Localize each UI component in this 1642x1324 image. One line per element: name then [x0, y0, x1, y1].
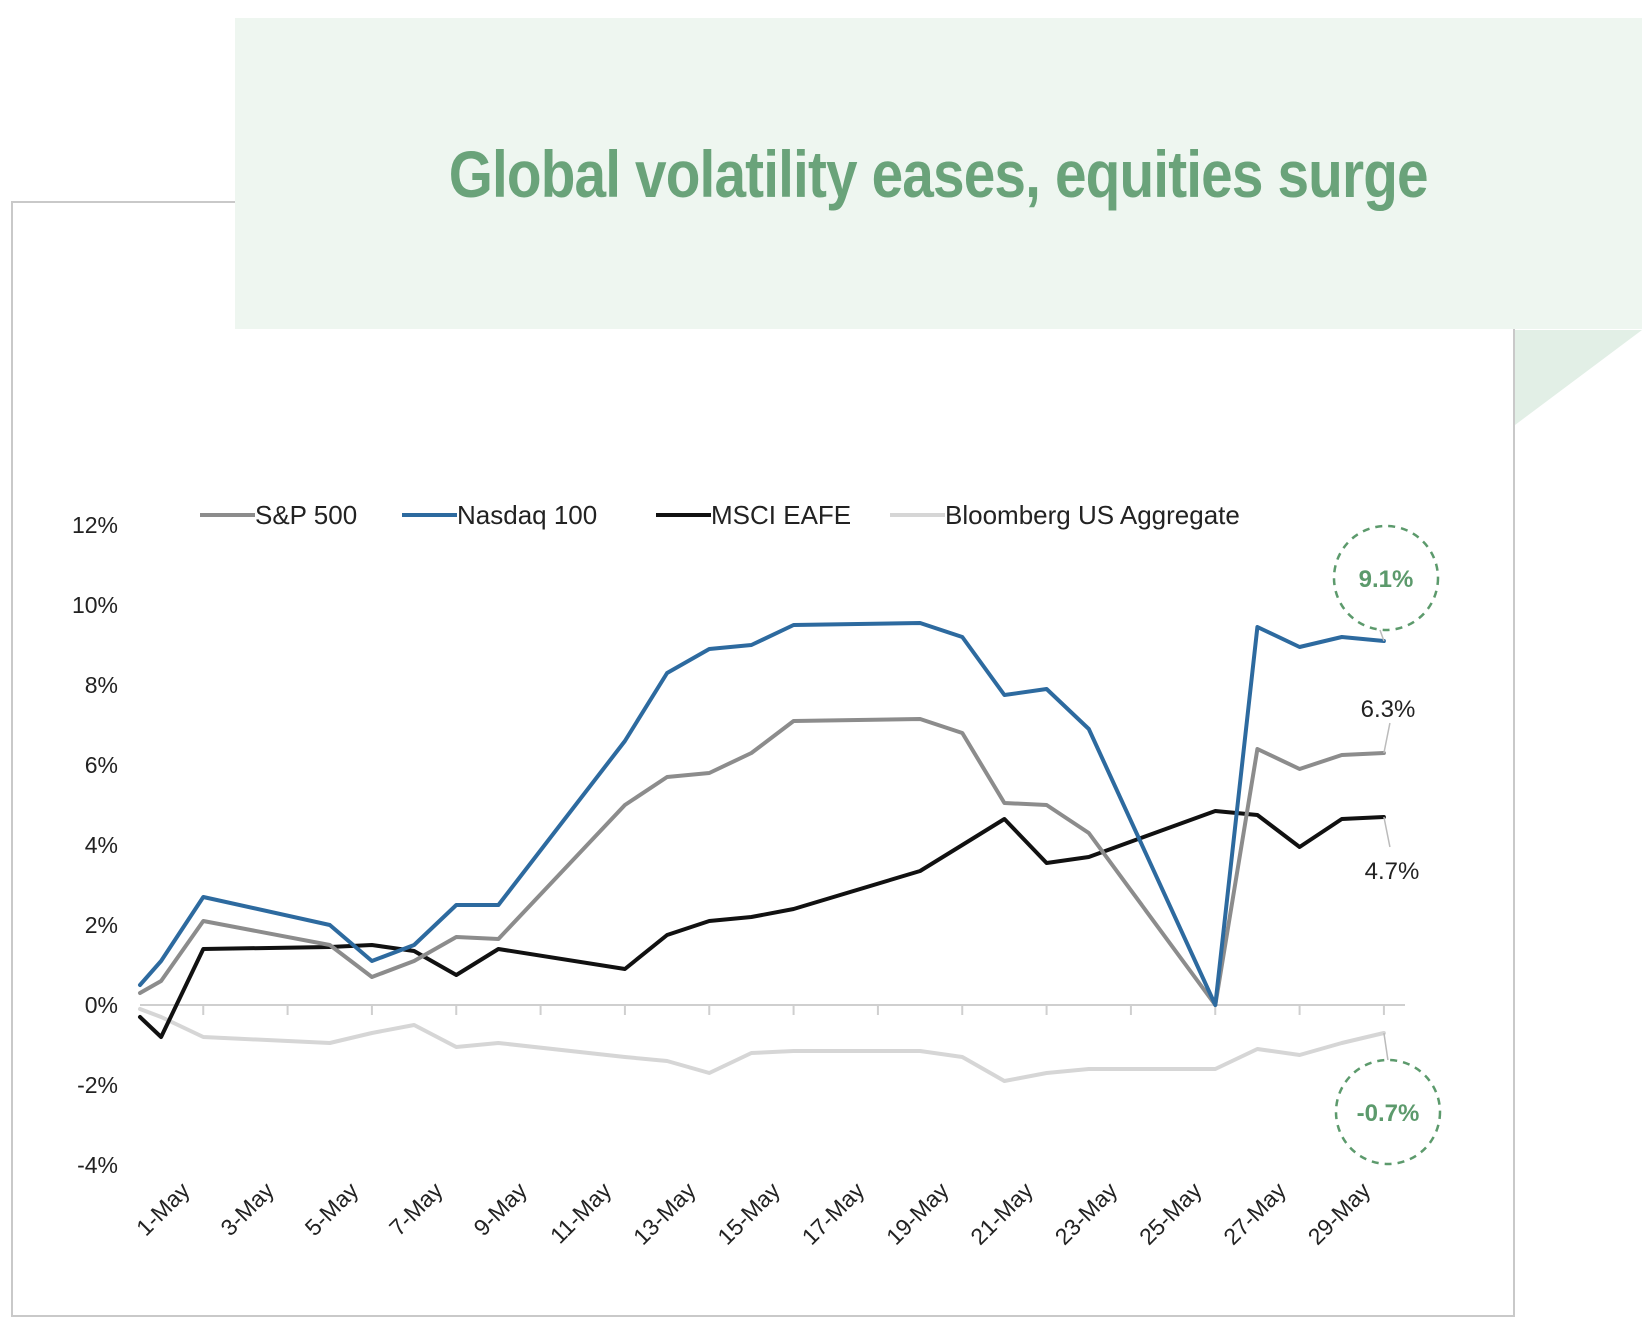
x-tick-label: 17-May — [797, 1177, 870, 1250]
y-tick-label: 12% — [72, 512, 118, 538]
title-banner: Global volatility eases, equities surge — [235, 18, 1642, 329]
end-label-leader — [1383, 816, 1391, 848]
x-tick-label: 7-May — [384, 1177, 448, 1241]
y-tick-label: 8% — [85, 672, 118, 698]
callout-leader — [1383, 1032, 1389, 1061]
x-tick-label: 23-May — [1050, 1177, 1123, 1250]
x-tick-label: 13-May — [628, 1177, 701, 1250]
y-tick-label: 6% — [85, 752, 118, 778]
legend-label: MSCI EAFE — [711, 500, 851, 530]
x-tick-label: 5-May — [300, 1177, 364, 1241]
chart-frame — [11, 201, 1515, 1317]
callout-circle-aggregate — [1334, 1058, 1442, 1166]
callout-circle-nasdaq — [1332, 524, 1440, 632]
series-line-bloomberg-us-aggregate — [138, 1007, 1386, 1083]
x-tick-label: 19-May — [881, 1177, 954, 1250]
legend-label: S&P 500 — [255, 500, 357, 530]
end-label-leader — [1383, 722, 1391, 754]
x-tick-label: 27-May — [1218, 1177, 1291, 1250]
end-label-sp500: 6.3% — [1361, 696, 1416, 723]
y-tick-label: 10% — [72, 592, 118, 618]
y-tick-label: 0% — [85, 992, 118, 1018]
legend-label: Bloomberg US Aggregate — [945, 500, 1240, 530]
x-tick-label: 11-May — [545, 1177, 617, 1249]
page-title: Global volatility eases, equities surge — [448, 136, 1429, 211]
series-line-nasdaq-100 — [138, 621, 1386, 1007]
legend-label: Nasdaq 100 — [457, 500, 597, 530]
series-line-s-p-500 — [138, 717, 1386, 1007]
y-tick-label: 4% — [85, 832, 118, 858]
series-line-msci-eafe — [138, 809, 1386, 1039]
y-tick-label: -4% — [77, 1152, 118, 1178]
x-tick-label: 9-May — [468, 1177, 532, 1241]
x-tick-label: 15-May — [712, 1177, 785, 1250]
x-tick-label: 25-May — [1134, 1177, 1207, 1250]
x-tick-label: 1-May — [131, 1177, 195, 1241]
x-tick-label: 3-May — [215, 1177, 279, 1241]
y-tick-label: -2% — [77, 1072, 118, 1098]
callout-label-nasdaq: 9.1% — [1359, 566, 1414, 593]
y-tick-label: 2% — [85, 912, 118, 938]
x-tick-label: 21-May — [965, 1177, 1038, 1250]
callout-label-aggregate: -0.7% — [1357, 1100, 1420, 1127]
callout-leader — [1379, 629, 1385, 642]
end-label-msci: 4.7% — [1365, 858, 1420, 885]
x-tick-label: 29-May — [1303, 1177, 1376, 1250]
